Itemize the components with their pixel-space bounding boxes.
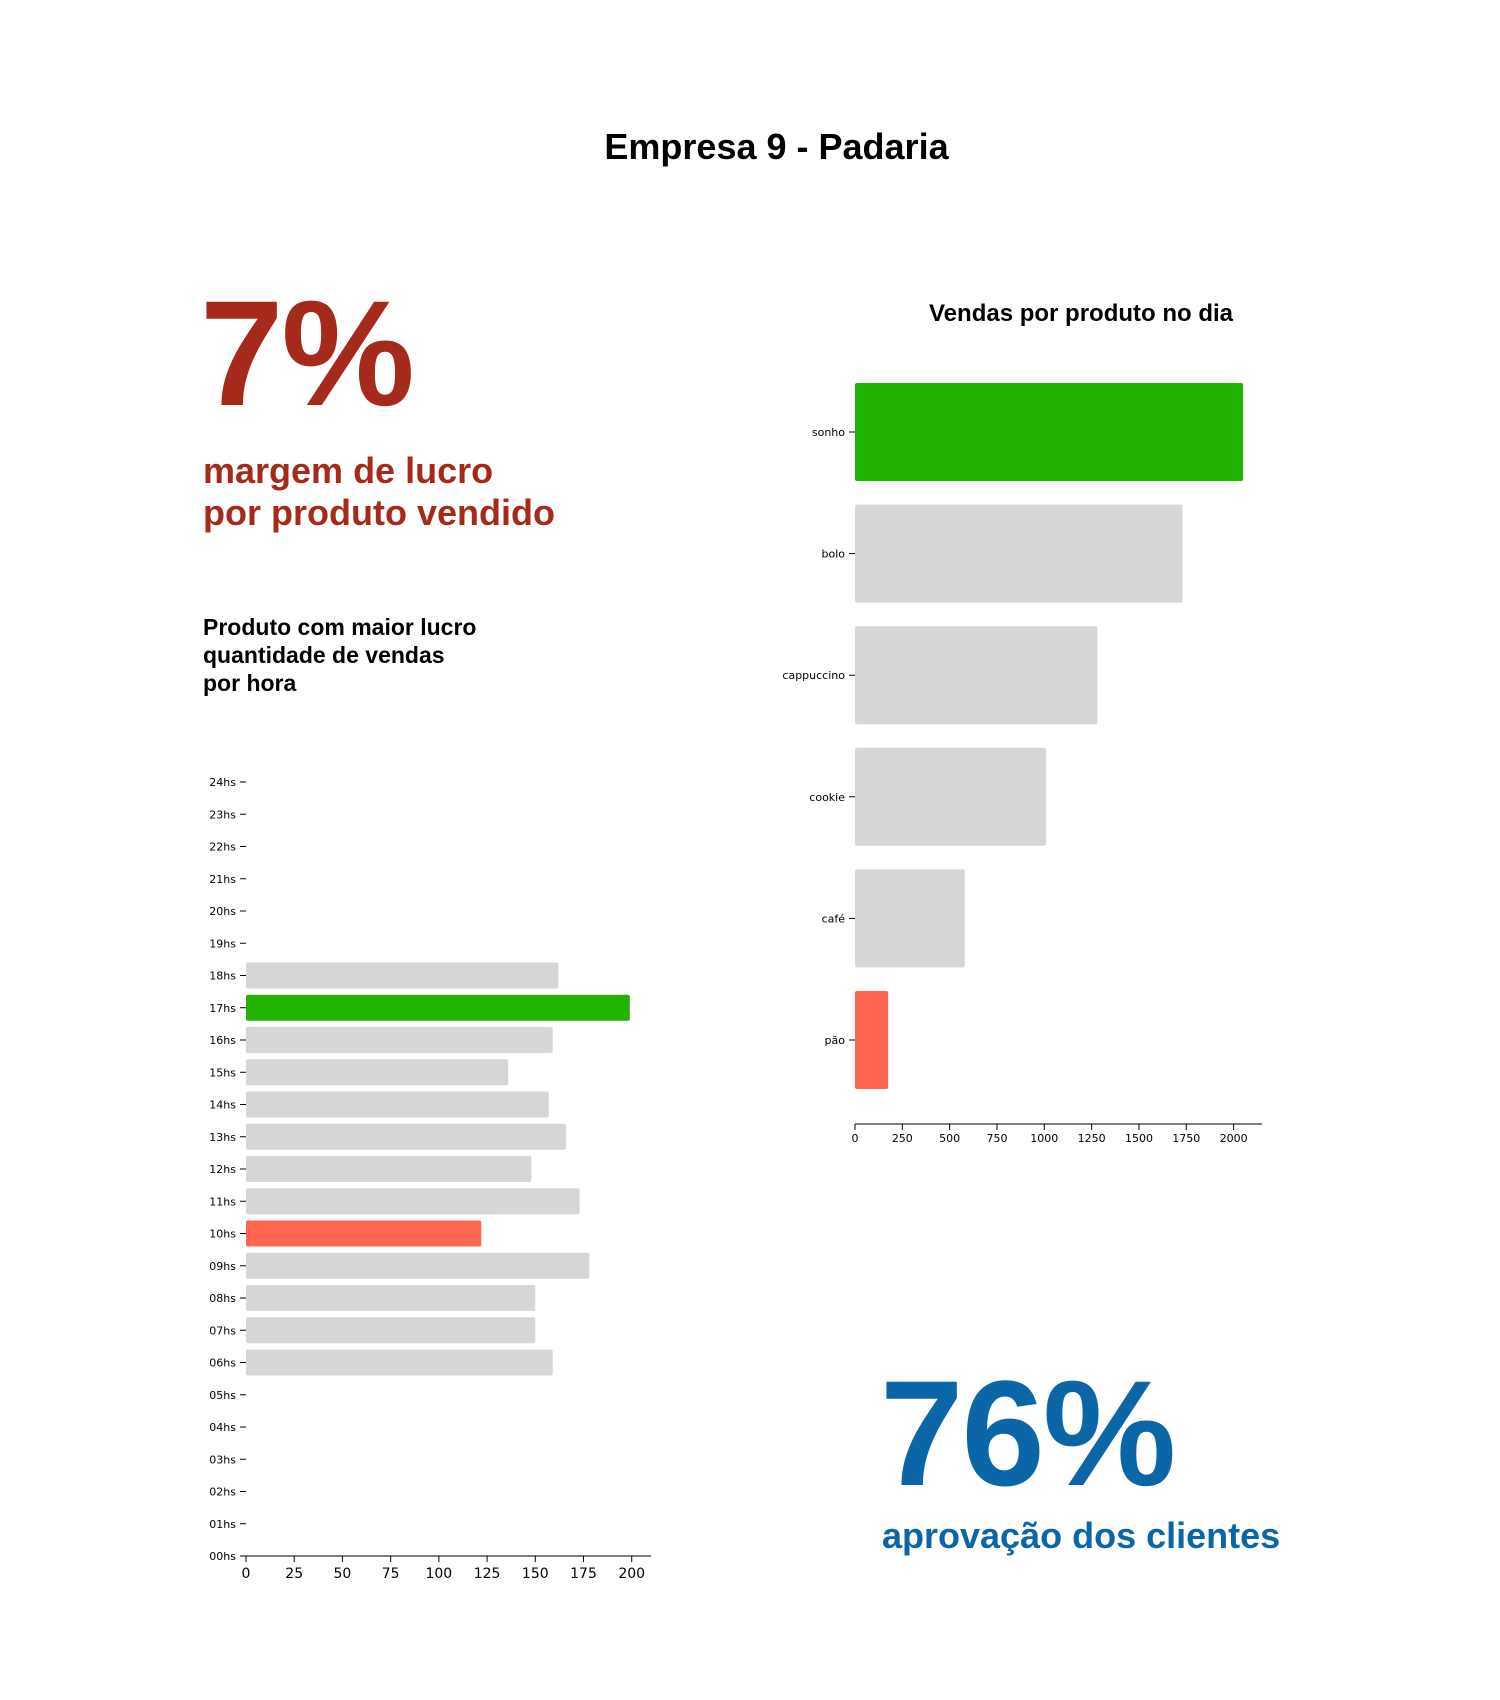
hour-bar-18hs — [246, 962, 559, 989]
product-xlabel-500: 500 — [939, 1132, 960, 1145]
hour-ylabel-24hs: 24hs — [209, 776, 236, 789]
margin-kpi-label: margem de lucro por produto vendido — [203, 450, 555, 534]
hour-ylabel-22hs: 22hs — [209, 841, 236, 854]
margin-kpi-value: 7% — [200, 269, 415, 437]
product-xlabel-0: 0 — [852, 1132, 859, 1145]
hour-ylabel-19hs: 19hs — [209, 937, 236, 950]
product-xlabel-1250: 1250 — [1078, 1132, 1106, 1145]
hour-ylabel-12hs: 12hs — [209, 1163, 236, 1176]
hour-xlabel-50: 50 — [334, 1566, 352, 1582]
margin-kpi-label-line1: margem de lucro — [203, 450, 494, 491]
hour-xlabel-75: 75 — [382, 1566, 400, 1582]
hour-bar-06hs — [246, 1349, 553, 1376]
hour-ylabel-14hs: 14hs — [209, 1099, 236, 1112]
hour-ylabel-04hs: 04hs — [209, 1421, 236, 1434]
hour-ylabel-05hs: 05hs — [209, 1389, 236, 1402]
hour-bar-15hs — [246, 1059, 509, 1086]
hour-xlabel-150: 150 — [522, 1566, 549, 1582]
product-xlabel-1750: 1750 — [1172, 1132, 1200, 1145]
hour-bar-17hs — [246, 994, 630, 1021]
hourly-heading-line2: quantidade de vendas — [203, 642, 445, 668]
hour-xlabel-100: 100 — [425, 1566, 452, 1582]
product-xlabel-1000: 1000 — [1030, 1132, 1058, 1145]
hour-ylabel-17hs: 17hs — [209, 1002, 236, 1015]
product-xlabel-2000: 2000 — [1220, 1132, 1248, 1145]
hour-ylabel-23hs: 23hs — [209, 808, 236, 821]
hour-ylabel-13hs: 13hs — [209, 1131, 236, 1144]
hour-xlabel-175: 175 — [570, 1566, 597, 1582]
hour-ylabel-16hs: 16hs — [209, 1034, 236, 1047]
hour-bar-16hs — [246, 1027, 553, 1053]
hour-ylabel-03hs: 03hs — [209, 1453, 236, 1466]
product-ylabel-pao: pão — [825, 1034, 846, 1047]
approval-kpi-value: 76% — [880, 1349, 1176, 1517]
product-bar-cappuccino — [855, 626, 1098, 725]
approval-kpi-label: aprovação dos clientes — [882, 1515, 1281, 1556]
hour-ylabel-20hs: 20hs — [209, 905, 236, 918]
product-bar-cafe — [855, 869, 965, 968]
hour-ylabel-10hs: 10hs — [209, 1228, 236, 1241]
product-xlabel-250: 250 — [892, 1132, 913, 1145]
hourly-heading-line1: Produto com maior lucro — [203, 614, 477, 640]
hour-bar-13hs — [246, 1123, 567, 1150]
hour-ylabel-18hs: 18hs — [209, 970, 236, 983]
product-ylabel-cafe: café — [822, 912, 846, 925]
hour-xlabel-0: 0 — [242, 1566, 251, 1582]
hour-bar-07hs — [246, 1317, 536, 1344]
product-bar-pao — [855, 991, 889, 1089]
hourly-heading-line3: por hora — [203, 670, 297, 696]
hour-ylabel-01hs: 01hs — [209, 1518, 236, 1531]
product-ylabel-cookie: cookie — [809, 791, 845, 804]
product-ylabel-bolo: bolo — [822, 548, 846, 561]
hourly-chart-heading: Produto com maior lucro quantidade de ve… — [203, 613, 476, 697]
hour-bar-09hs — [246, 1252, 590, 1279]
hour-ylabel-11hs: 11hs — [209, 1195, 236, 1208]
product-bar-bolo — [855, 504, 1183, 603]
hour-bar-12hs — [246, 1156, 532, 1182]
hour-ylabel-02hs: 02hs — [209, 1486, 236, 1499]
product-bar-sonho — [855, 383, 1244, 481]
margin-kpi-label-line2: por produto vendido — [203, 492, 555, 533]
hour-bar-10hs — [246, 1220, 482, 1247]
hour-ylabel-00hs: 00hs — [209, 1550, 236, 1563]
hour-bar-11hs — [246, 1188, 580, 1215]
hour-ylabel-21hs: 21hs — [209, 873, 236, 886]
hour-xlabel-200: 200 — [618, 1566, 645, 1582]
hour-ylabel-08hs: 08hs — [209, 1292, 236, 1305]
product-chart-title: Vendas por produto no dia — [929, 300, 1234, 327]
hour-ylabel-15hs: 15hs — [209, 1066, 236, 1079]
hour-bar-08hs — [246, 1285, 536, 1311]
hour-ylabel-06hs: 06hs — [209, 1357, 236, 1370]
hour-xlabel-125: 125 — [474, 1566, 501, 1582]
hour-ylabel-09hs: 09hs — [209, 1260, 236, 1273]
hour-bar-14hs — [246, 1091, 549, 1118]
product-ylabel-sonho: sonho — [812, 426, 845, 439]
product-bar-cookie — [855, 747, 1047, 846]
hour-xlabel-25: 25 — [285, 1566, 303, 1582]
page-title: Empresa 9 - Padaria — [604, 126, 949, 167]
product-ylabel-cappuccino: cappuccino — [782, 669, 845, 682]
hour-ylabel-07hs: 07hs — [209, 1324, 236, 1337]
product-xlabel-1500: 1500 — [1125, 1132, 1153, 1145]
product-xlabel-750: 750 — [986, 1132, 1007, 1145]
